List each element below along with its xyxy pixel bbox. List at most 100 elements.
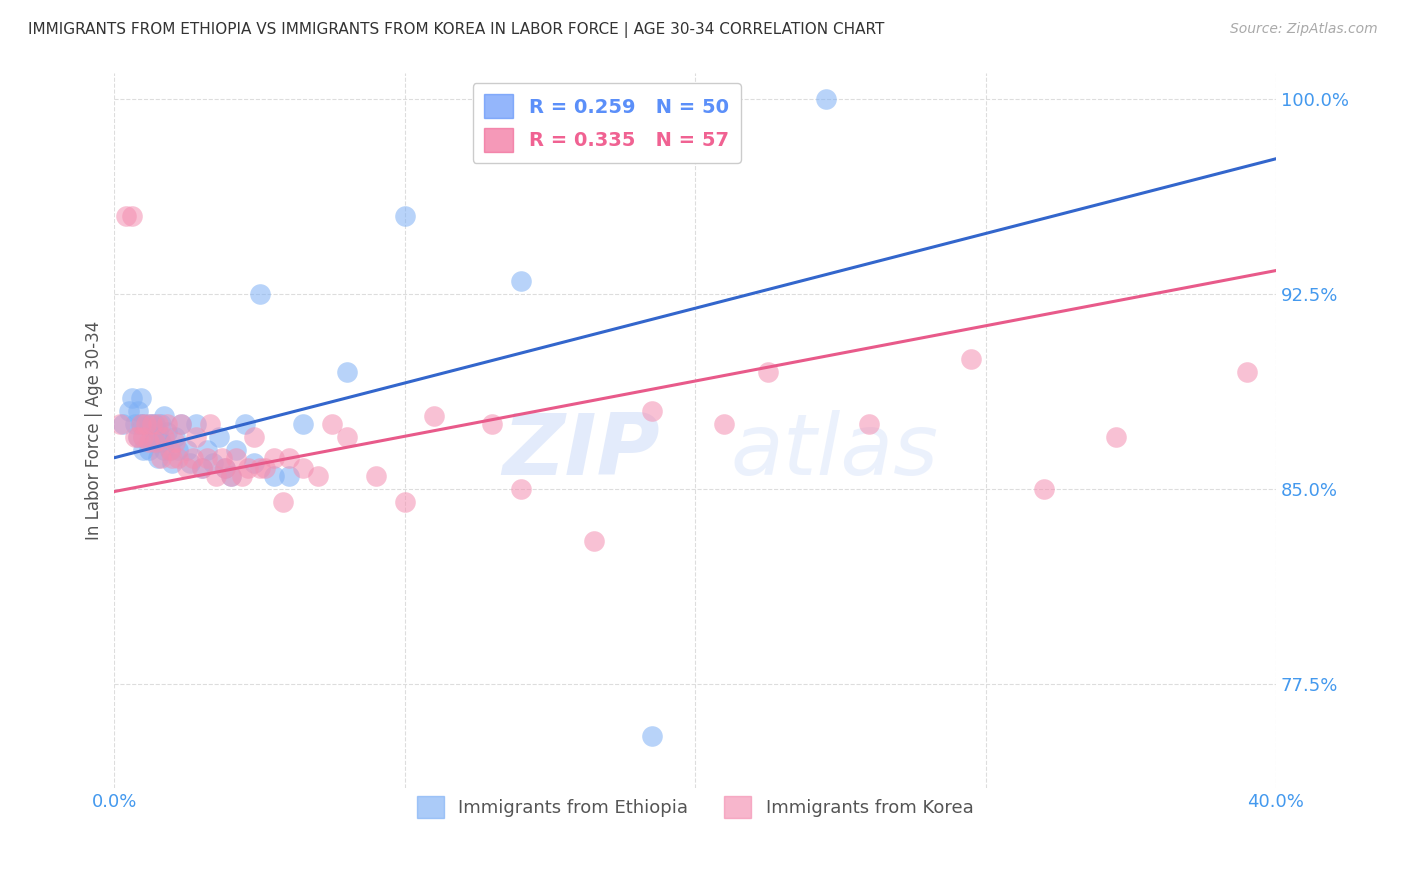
Point — [138, 417, 160, 431]
Point — [179, 456, 201, 470]
Point — [146, 425, 169, 439]
Point — [277, 469, 299, 483]
Point — [214, 461, 236, 475]
Point — [146, 450, 169, 465]
Point — [510, 482, 533, 496]
Point — [205, 469, 228, 483]
Point — [146, 417, 169, 431]
Point — [249, 461, 271, 475]
Point — [219, 469, 242, 483]
Point — [124, 430, 146, 444]
Point — [132, 430, 155, 444]
Point — [364, 469, 387, 483]
Point — [243, 430, 266, 444]
Point — [225, 450, 247, 465]
Point — [640, 729, 662, 743]
Point — [124, 417, 146, 431]
Point — [149, 435, 172, 450]
Point — [394, 495, 416, 509]
Point — [127, 430, 149, 444]
Point — [162, 456, 184, 470]
Point — [219, 469, 242, 483]
Point — [181, 450, 204, 465]
Point — [135, 417, 157, 431]
Point — [176, 461, 198, 475]
Point — [233, 417, 256, 431]
Point — [162, 450, 184, 465]
Point — [156, 425, 179, 439]
Point — [143, 435, 166, 450]
Point — [195, 450, 218, 465]
Point — [423, 409, 446, 424]
Point — [195, 442, 218, 457]
Point — [184, 430, 207, 444]
Point — [263, 469, 285, 483]
Point — [814, 92, 837, 106]
Point — [156, 417, 179, 431]
Point — [263, 450, 285, 465]
Text: IMMIGRANTS FROM ETHIOPIA VS IMMIGRANTS FROM KOREA IN LABOR FORCE | AGE 30-34 COR: IMMIGRANTS FROM ETHIOPIA VS IMMIGRANTS F… — [28, 22, 884, 38]
Point — [292, 417, 315, 431]
Point — [249, 287, 271, 301]
Point — [713, 417, 735, 431]
Point — [141, 430, 163, 444]
Point — [110, 417, 132, 431]
Point — [1236, 365, 1258, 379]
Point — [200, 417, 222, 431]
Point — [292, 461, 315, 475]
Point — [481, 417, 503, 431]
Point — [231, 469, 253, 483]
Point — [510, 274, 533, 288]
Legend: Immigrants from Ethiopia, Immigrants from Korea: Immigrants from Ethiopia, Immigrants fro… — [409, 789, 981, 825]
Point — [112, 417, 135, 431]
Point — [152, 442, 174, 457]
Point — [184, 417, 207, 431]
Point — [858, 417, 880, 431]
Point — [170, 417, 193, 431]
Point — [640, 404, 662, 418]
Point — [277, 450, 299, 465]
Point — [307, 469, 329, 483]
Point — [236, 461, 259, 475]
Point — [165, 435, 187, 450]
Point — [129, 391, 152, 405]
Point — [129, 417, 152, 431]
Point — [336, 430, 359, 444]
Point — [159, 442, 181, 457]
Point — [225, 442, 247, 457]
Point — [211, 450, 233, 465]
Point — [127, 430, 149, 444]
Point — [121, 209, 143, 223]
Point — [214, 461, 236, 475]
Text: Source: ZipAtlas.com: Source: ZipAtlas.com — [1230, 22, 1378, 37]
Point — [1105, 430, 1128, 444]
Point — [1032, 482, 1054, 496]
Text: ZIP: ZIP — [503, 410, 661, 493]
Point — [190, 461, 212, 475]
Point — [149, 417, 172, 431]
Point — [121, 391, 143, 405]
Point — [141, 417, 163, 431]
Point — [143, 435, 166, 450]
Point — [127, 404, 149, 418]
Point — [176, 442, 198, 457]
Point — [254, 461, 277, 475]
Point — [202, 456, 225, 470]
Point — [132, 430, 155, 444]
Point — [167, 442, 190, 457]
Point — [271, 495, 294, 509]
Point — [149, 450, 172, 465]
Point — [960, 351, 983, 366]
Point — [394, 209, 416, 223]
Point — [321, 417, 343, 431]
Point — [138, 435, 160, 450]
Point — [143, 417, 166, 431]
Point — [336, 365, 359, 379]
Point — [152, 430, 174, 444]
Point — [138, 442, 160, 457]
Point — [118, 404, 141, 418]
Point — [756, 365, 779, 379]
Point — [141, 417, 163, 431]
Point — [132, 442, 155, 457]
Point — [243, 456, 266, 470]
